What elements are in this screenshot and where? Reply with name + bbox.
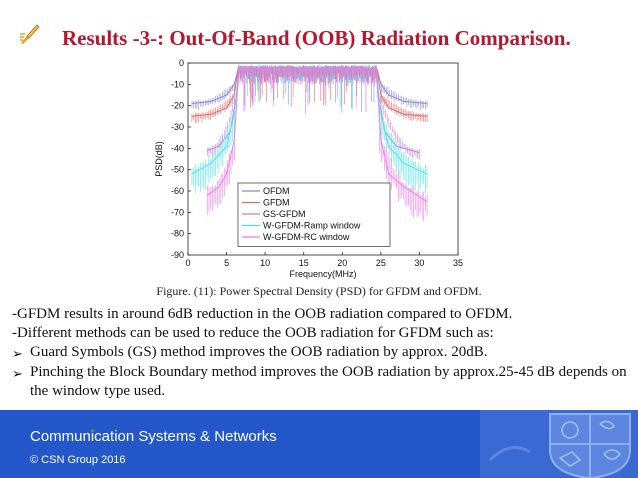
bullet-text: Guard Symbols (GS) method improves the O… bbox=[30, 344, 488, 360]
slide-title: Results -3-: Out-Of-Band (OOB) Radiation… bbox=[62, 26, 571, 50]
title-bar: Results -3-: Out-Of-Band (OOB) Radiation… bbox=[12, 14, 632, 54]
body-text: -GFDM results in around 6dB reduction in… bbox=[12, 305, 632, 401]
psd-chart: 0 5 10 15 20 25 30 35 0 -10 -20 -30 -40 -50 -60 -70 -80 -… bbox=[148, 55, 478, 285]
legend-label: GS-GFDM bbox=[263, 209, 306, 219]
bullet-arrow-icon: ➢ bbox=[12, 366, 23, 381]
y-tick-label: 0 bbox=[179, 58, 184, 68]
figure-caption: Figure. (11): Power Spectral Density (PS… bbox=[156, 284, 482, 298]
crest-logo bbox=[480, 410, 638, 478]
bullet-item: ➢ Pinching the Block Boundary method imp… bbox=[12, 363, 632, 401]
x-tick-label: 20 bbox=[337, 258, 347, 268]
y-tick-label: -90 bbox=[171, 250, 184, 260]
writing-hand-icon bbox=[20, 24, 40, 44]
footer-band: Communication Systems & Networks © CSN G… bbox=[0, 410, 638, 478]
legend-label: W-GFDM-RC window bbox=[263, 232, 350, 242]
legend-label: OFDM bbox=[263, 186, 290, 196]
y-tick-label: -30 bbox=[171, 122, 184, 132]
x-tick-label: 35 bbox=[453, 258, 463, 268]
x-tick-label: 0 bbox=[185, 258, 190, 268]
y-tick-label: -20 bbox=[171, 101, 184, 111]
psd-chart-svg: 0 5 10 15 20 25 30 35 0 -10 -20 -30 -40 -50 -60 -70 -80 -… bbox=[154, 58, 463, 279]
x-tick-label: 15 bbox=[299, 258, 309, 268]
series-4 bbox=[206, 65, 428, 222]
legend-label: W-GFDM-Ramp window bbox=[263, 221, 361, 231]
x-axis-label: Frequency(MHz) bbox=[289, 269, 356, 279]
series-texture-4 bbox=[206, 65, 428, 222]
legend-label: GFDM bbox=[263, 198, 290, 208]
paragraph-2: -Different methods can be used to reduce… bbox=[12, 325, 494, 341]
paragraph-1: -GFDM results in around 6dB reduction in… bbox=[12, 306, 513, 322]
y-tick-label: -40 bbox=[171, 143, 184, 153]
y-tick-label: -50 bbox=[171, 165, 184, 175]
x-tick-label: 25 bbox=[376, 258, 386, 268]
bullet-arrow-icon: ➢ bbox=[12, 346, 23, 361]
y-axis-label: PSD(dB) bbox=[154, 141, 164, 177]
x-tick-label: 10 bbox=[260, 258, 270, 268]
y-tick-label: -60 bbox=[171, 186, 184, 196]
y-tick-label: -80 bbox=[171, 229, 184, 239]
legend-box bbox=[237, 182, 391, 247]
series-group bbox=[191, 65, 428, 222]
bullet-text: Pinching the Block Boundary method impro… bbox=[30, 364, 627, 399]
footer-copyright: © CSN Group 2016 bbox=[30, 454, 126, 466]
y-tick-label: -10 bbox=[171, 79, 184, 89]
footer-title: Communication Systems & Networks bbox=[30, 428, 277, 445]
x-tick-label: 30 bbox=[414, 258, 424, 268]
bullet-item: ➢ Guard Symbols (GS) method improves the… bbox=[12, 343, 632, 363]
x-tick-label: 5 bbox=[224, 258, 229, 268]
y-tick-label: -70 bbox=[171, 207, 184, 217]
